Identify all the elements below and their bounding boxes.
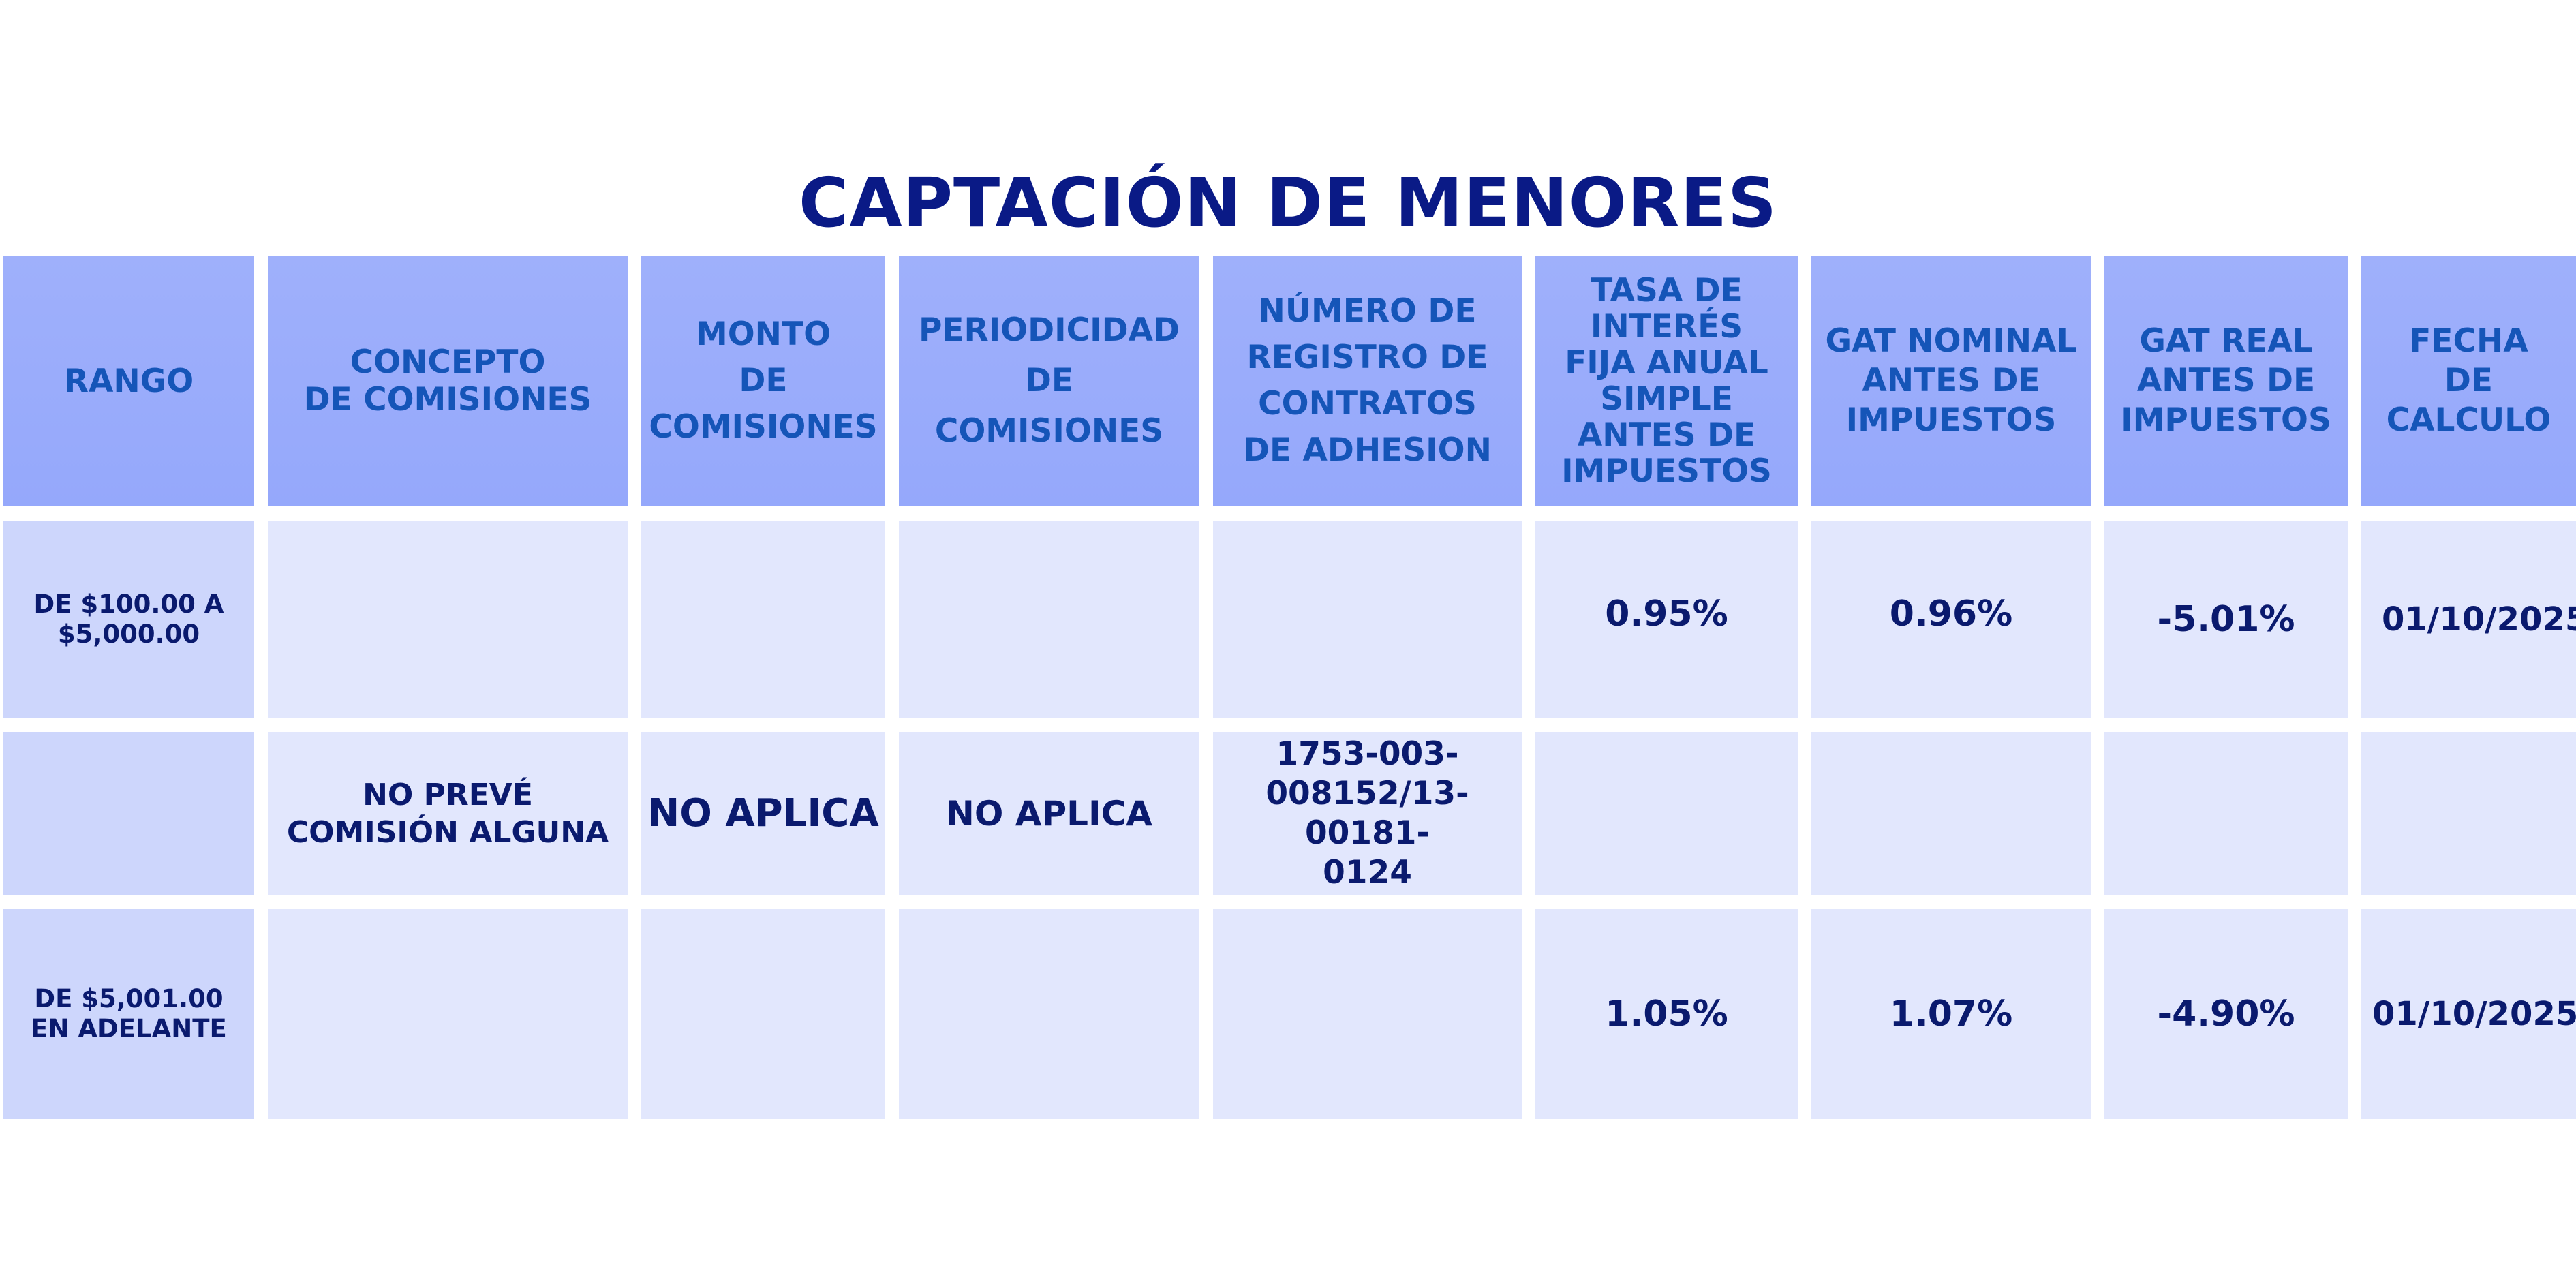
header-rango: RANGO xyxy=(3,256,254,506)
header-periodicidad: PERIODICIDAD DE COMISIONES xyxy=(899,256,1199,506)
row1-gat-nominal: 0.96% xyxy=(1811,521,2091,718)
row2-registro: 1753-003- 008152/13-00181- 0124 xyxy=(1213,732,1522,895)
header-gat-nominal: GAT NOMINAL ANTES DE IMPUESTOS xyxy=(1811,256,2091,506)
row1-tasa-value: 0.95% xyxy=(1605,594,1728,634)
row3-tasa: 1.05% xyxy=(1535,909,1798,1119)
row2-periodicidad: NO APLICA xyxy=(899,732,1199,895)
row3-periodicidad xyxy=(899,909,1199,1119)
header-concepto: CONCEPTO DE COMISIONES xyxy=(268,256,628,506)
row3-monto xyxy=(641,909,885,1119)
row2-monto: NO APLICA xyxy=(641,732,885,895)
row1-gat-real: -5.01% xyxy=(2104,521,2348,718)
row2-concepto: NO PREVÉ COMISIÓN ALGUNA xyxy=(268,732,628,895)
header-registro: NÚMERO DE REGISTRO DE CONTRATOS DE ADHES… xyxy=(1213,256,1522,506)
row1-registro xyxy=(1213,521,1522,718)
row1-periodicidad xyxy=(899,521,1199,718)
page-title: CAPTACIÓN DE MENORES xyxy=(798,163,1777,243)
row1-tasa: 0.95% xyxy=(1535,521,1798,718)
header-fecha: FECHA DE CALCULO xyxy=(2361,256,2576,506)
row1-concepto xyxy=(268,521,628,718)
row3-gat-nominal: 1.07% xyxy=(1811,909,2091,1119)
row1-gat-nominal-value: 0.96% xyxy=(1889,594,2013,634)
row3-rango: DE $5,001.00 EN ADELANTE xyxy=(3,909,254,1119)
header-tasa: TASA DE INTERÉS FIJA ANUAL SIMPLE ANTES … xyxy=(1535,256,1798,506)
row3-registro xyxy=(1213,909,1522,1119)
row1-fecha: 01/10/2025 xyxy=(2361,521,2576,718)
row1-monto xyxy=(641,521,885,718)
row3-concepto xyxy=(268,909,628,1119)
row1-rango: DE $100.00 A $5,000.00 xyxy=(3,521,254,718)
row2-rango xyxy=(3,732,254,895)
row2-fecha xyxy=(2361,732,2576,895)
row3-gat-real: -4.90% xyxy=(2104,909,2348,1119)
row2-gat-real xyxy=(2104,732,2348,895)
row2-gat-nominal xyxy=(1811,732,2091,895)
header-monto: MONTO DE COMISIONES xyxy=(641,256,885,506)
row2-tasa xyxy=(1535,732,1798,895)
row3-fecha: 01/10/2025 xyxy=(2361,909,2576,1119)
header-gat-real: GAT REAL ANTES DE IMPUESTOS xyxy=(2104,256,2348,506)
